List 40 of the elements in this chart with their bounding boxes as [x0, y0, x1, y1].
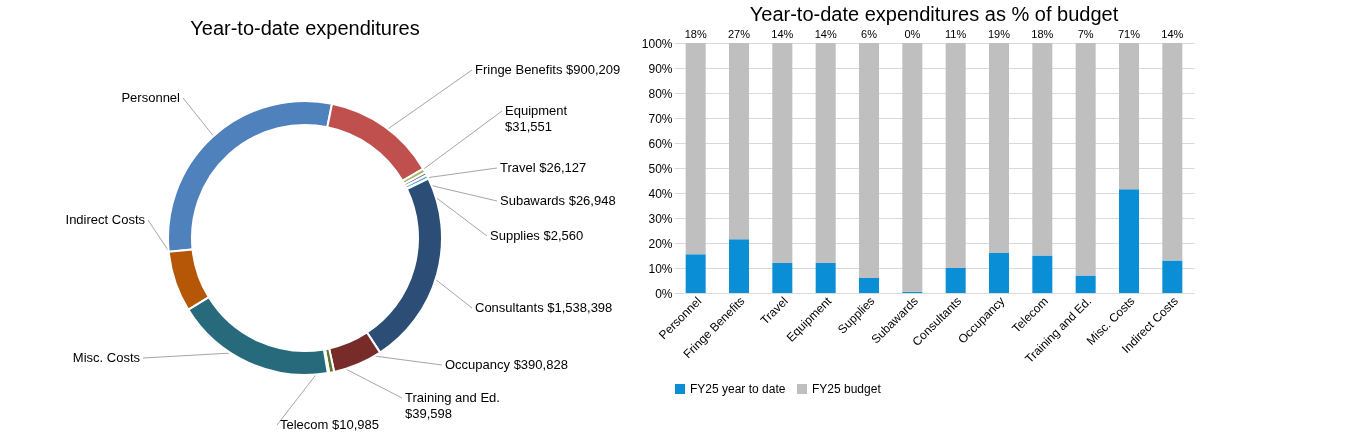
- slice-label: Indirect Costs: [65, 212, 146, 227]
- slice-label: Subawards $26,948: [500, 193, 616, 208]
- slice-label: Consultants $1,538,398: [475, 300, 613, 315]
- y-tick-label: 30%: [648, 211, 673, 226]
- annotation: 14%: [771, 28, 794, 40]
- y-tick-label: 10%: [648, 261, 673, 276]
- y-tick-label: 50%: [648, 161, 673, 176]
- slice-label: Personnel: [121, 90, 181, 105]
- annotation: 18%: [684, 28, 707, 40]
- data-label: $31,551: [505, 119, 552, 134]
- slice-label: Training and Ed.: [405, 390, 500, 405]
- slice-label: Equipment: [505, 103, 568, 118]
- legend-label: FY25 year to date: [690, 382, 786, 396]
- slice-label: Telecom $10,985: [280, 417, 380, 432]
- slice-label: Fringe Benefits $900,209: [475, 62, 621, 77]
- slice-label: Travel $26,127: [500, 160, 587, 175]
- y-tick-label: 90%: [648, 61, 673, 76]
- y-tick-label: 70%: [648, 111, 673, 126]
- slice-label: Supplies $2,560: [490, 228, 584, 243]
- annotation: 0%: [904, 28, 921, 40]
- annotation: 11%: [945, 28, 967, 40]
- y-tick-label: 80%: [648, 86, 673, 101]
- data-label: $39,598: [405, 406, 452, 421]
- legend-label: FY25 budget: [812, 382, 882, 396]
- annotation: 71%: [1117, 28, 1141, 40]
- annotation: 19%: [987, 28, 1011, 40]
- annotation: 14%: [814, 28, 837, 40]
- chart-title: Year-to-date expenditures: [190, 17, 420, 39]
- annotation: 14%: [1161, 28, 1184, 40]
- y-tick-label: 20%: [648, 236, 673, 251]
- slice-label: Occupancy $390,828: [445, 357, 568, 372]
- y-tick-label: 40%: [648, 186, 673, 201]
- annotation: 18%: [1031, 28, 1054, 40]
- y-tick-label: 100%: [641, 36, 673, 51]
- annotation: 7%: [1077, 28, 1094, 40]
- annotation: 27%: [727, 28, 751, 40]
- chart-title: Year-to-date expenditures as % of budget: [749, 3, 1119, 25]
- annotation: 6%: [861, 28, 878, 40]
- y-tick-label: 60%: [648, 136, 673, 151]
- y-tick-label: 0%: [655, 286, 673, 301]
